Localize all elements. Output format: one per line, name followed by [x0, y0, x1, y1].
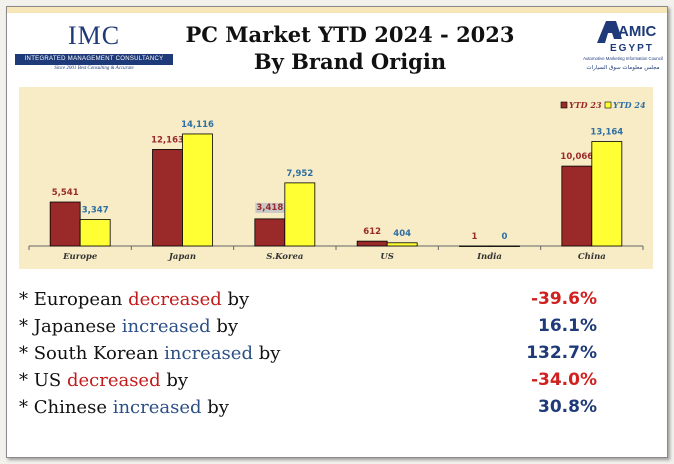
change-row: * Chinese increased by 30.8%	[7, 397, 667, 423]
data-label: 1	[472, 232, 478, 242]
change-verb: increased	[164, 343, 253, 364]
change-statement: * Chinese increased by	[19, 397, 229, 418]
change-suffix: by	[160, 370, 189, 391]
change-suffix: by	[201, 397, 229, 418]
x-tick-label: S.Korea	[266, 252, 303, 262]
change-subject: * South Korean	[19, 343, 165, 364]
data-label: 12,163	[151, 135, 184, 145]
x-tick-label: China	[578, 252, 606, 262]
change-statement: * Japanese increased by	[19, 316, 238, 337]
bar-ytd23	[152, 149, 183, 247]
data-label: 5,541	[52, 188, 79, 198]
change-value: -34.0%	[530, 370, 597, 390]
data-label: 3,347	[82, 205, 109, 215]
change-suffix: by	[221, 289, 250, 310]
legend-swatch	[604, 101, 612, 109]
change-value: -39.6%	[530, 289, 597, 309]
legend-swatch	[560, 101, 568, 109]
amic-logo-arabic: مجلس معلومات سوق السيارات	[586, 65, 659, 71]
data-label: 0	[502, 232, 508, 242]
legend-label: YTD 24	[613, 100, 646, 110]
data-label: 7,952	[286, 169, 313, 179]
data-label: 404	[393, 229, 411, 239]
change-verb: decreased	[66, 370, 161, 391]
change-verb: increased	[121, 316, 211, 337]
amic-logo-tagline: Automotive Marketing Information Council	[583, 56, 663, 61]
x-tick-label: US	[380, 252, 394, 262]
bar-ytd23	[49, 201, 81, 247]
amic-logo-subtitle: EGYPT	[610, 43, 654, 54]
bar-ytd23	[459, 245, 490, 247]
amic-logo: AMIC EGYPT Automotive Marketing Informat…	[583, 21, 663, 71]
bar-ytd24	[591, 141, 623, 247]
change-value: 30.8%	[538, 397, 597, 417]
imc-logo-band	[15, 54, 173, 65]
title-line-2: By Brand Origin	[253, 49, 447, 74]
bar-ytd24	[386, 242, 418, 247]
data-label-highlight	[255, 202, 285, 213]
x-tick-label: India	[476, 252, 502, 262]
change-row: * Japanese increased by 16.1%	[7, 316, 667, 342]
imc-logo: IMC INTEGRATED MANAGEMENT CONSULTANCY Si…	[15, 21, 173, 77]
title-line-1: PC Market YTD 2024 - 2023	[185, 22, 515, 47]
change-value: 132.7%	[526, 343, 597, 363]
change-verb: increased	[112, 397, 202, 418]
change-suffix: by	[210, 316, 239, 337]
bar-ytd24	[182, 133, 213, 247]
data-label: 612	[363, 227, 381, 237]
data-label: 13,164	[590, 128, 623, 138]
change-row: * US decreased by -34.0%	[7, 370, 667, 396]
bar-ytd24	[489, 245, 520, 247]
change-suffix: by	[252, 343, 281, 364]
top-strip	[7, 7, 667, 13]
change-statement: * US decreased by	[19, 370, 188, 391]
change-statement: * European decreased by	[19, 289, 249, 310]
change-subject: * Chinese	[19, 397, 113, 418]
change-verb: decreased	[128, 289, 222, 310]
bar-ytd23	[561, 165, 593, 247]
bar-ytd23	[254, 218, 286, 247]
x-tick-label: Europe	[62, 252, 98, 262]
change-summary: * European decreased by -39.6% * Japanese …	[7, 289, 667, 449]
bar-ytd23	[356, 240, 388, 247]
data-label: 14,116	[181, 120, 214, 130]
bar-ytd24	[79, 219, 111, 247]
page-title: PC Market YTD 2024 - 2023 By Brand Origi…	[173, 21, 527, 75]
x-tick-label: Japan	[167, 252, 196, 262]
change-row: * European decreased by -39.6%	[7, 289, 667, 315]
data-label: 10,066	[560, 152, 593, 162]
change-value: 16.1%	[538, 316, 597, 336]
imc-logo-subtitle: INTEGRATED MANAGEMENT CONSULTANCY	[24, 56, 164, 62]
amic-logo-mark	[597, 21, 622, 43]
change-subject: * European	[19, 289, 129, 310]
change-statement: * South Korean increased by	[19, 343, 280, 364]
change-subject: * US	[19, 370, 67, 391]
amic-logo-text: AMIC	[618, 23, 656, 40]
imc-logo-text: IMC	[67, 21, 121, 50]
bar-ytd24	[284, 182, 316, 247]
imc-logo-tagline: Since 2001 Best Consulting & Accurate	[54, 66, 134, 71]
data-label: 3,418	[256, 203, 283, 213]
slide: IMC INTEGRATED MANAGEMENT CONSULTANCY Si…	[6, 6, 668, 458]
change-subject: * Japanese	[19, 316, 122, 337]
legend-label: YTD 23	[569, 100, 602, 110]
change-row: * South Korean increased by 132.7%	[7, 343, 667, 369]
